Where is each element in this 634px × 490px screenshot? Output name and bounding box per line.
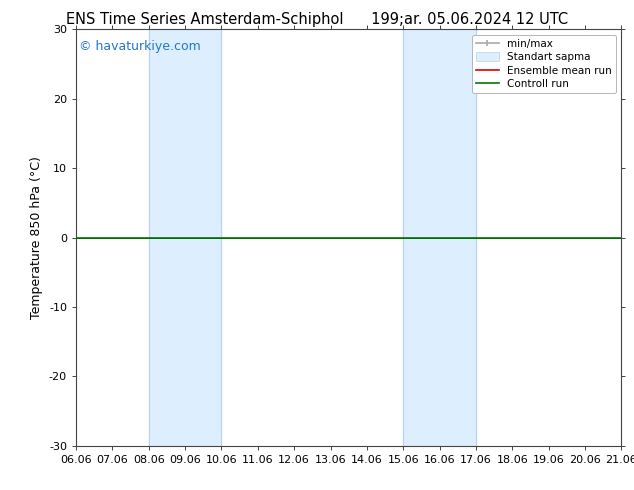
Legend: min/max, Standart sapma, Ensemble mean run, Controll run: min/max, Standart sapma, Ensemble mean r… (472, 35, 616, 93)
Text: ENS Time Series Amsterdam-Schiphol      199;ar. 05.06.2024 12 UTC: ENS Time Series Amsterdam-Schiphol 199;a… (66, 12, 568, 27)
Bar (403, 29, 476, 446)
Bar (149, 29, 221, 446)
Y-axis label: Temperature 850 hPa (°C): Temperature 850 hPa (°C) (30, 156, 43, 319)
Text: © havaturkiye.com: © havaturkiye.com (79, 40, 200, 53)
